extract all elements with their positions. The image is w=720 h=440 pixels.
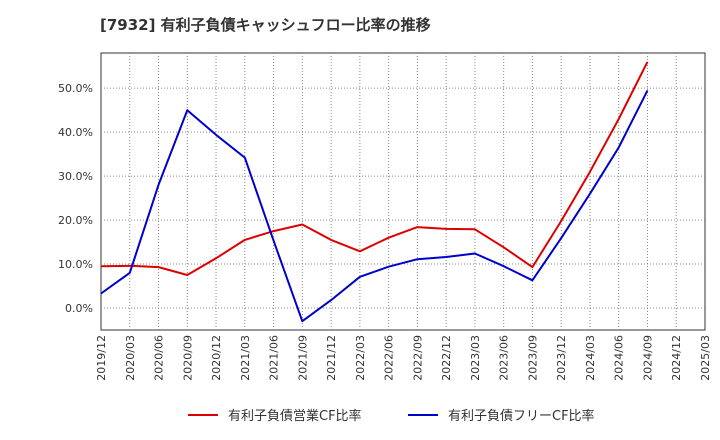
y-tick-label: 40.0% xyxy=(58,126,93,139)
x-tick-label: 2022/12 xyxy=(440,335,453,381)
x-tick-label: 2020/12 xyxy=(210,335,223,381)
y-tick-label: 30.0% xyxy=(58,170,93,183)
series-lines xyxy=(100,61,649,323)
x-tick-label: 2021/12 xyxy=(325,335,338,381)
plot-area xyxy=(100,52,706,331)
y-tick-label: 0.0% xyxy=(65,302,93,315)
x-tick-label: 2023/06 xyxy=(498,335,511,381)
legend-label-2: 有利子負債フリーCF比率 xyxy=(448,408,595,424)
x-tick-label: 2025/03 xyxy=(699,335,712,381)
x-tick-label: 2024/06 xyxy=(613,335,626,381)
series-line-1 xyxy=(100,61,649,276)
y-axis-ticks: 0.0% 10.0% 20.0% 30.0% 40.0% 50.0% xyxy=(58,82,93,315)
x-tick-label: 2020/09 xyxy=(181,335,194,381)
x-tick-label: 2023/09 xyxy=(526,335,539,381)
x-tick-label: 2020/06 xyxy=(153,335,166,381)
legend: 有利子負債営業CF比率 有利子負債フリーCF比率 xyxy=(188,408,595,424)
x-tick-label: 2021/03 xyxy=(239,335,252,381)
x-tick-label: 2019/12 xyxy=(95,335,108,381)
x-tick-label: 2021/09 xyxy=(296,335,309,381)
y-tick-label: 20.0% xyxy=(58,214,93,227)
legend-label-1: 有利子負債営業CF比率 xyxy=(228,408,362,424)
x-axis-ticks: 2019/12 2020/03 2020/06 2020/09 2020/12 2021/… xyxy=(95,335,712,381)
grid-lines xyxy=(101,53,705,330)
y-tick-label: 50.0% xyxy=(58,82,93,95)
x-tick-label: 2024/03 xyxy=(584,335,597,381)
x-tick-label: 2023/03 xyxy=(469,335,482,381)
x-tick-label: 2022/03 xyxy=(354,335,367,381)
x-tick-label: 2021/06 xyxy=(268,335,281,381)
series-line-2 xyxy=(100,89,649,323)
x-tick-label: 2020/03 xyxy=(124,335,137,381)
x-tick-label: 2024/12 xyxy=(670,335,683,381)
x-tick-label: 2022/09 xyxy=(411,335,424,381)
y-tick-label: 10.0% xyxy=(58,258,93,271)
x-tick-label: 2022/06 xyxy=(383,335,396,381)
x-tick-label: 2023/12 xyxy=(555,335,568,381)
x-tick-label: 2024/09 xyxy=(641,335,654,381)
chart-title: [7932] 有利子負債キャッシュフロー比率の推移 xyxy=(100,16,431,34)
